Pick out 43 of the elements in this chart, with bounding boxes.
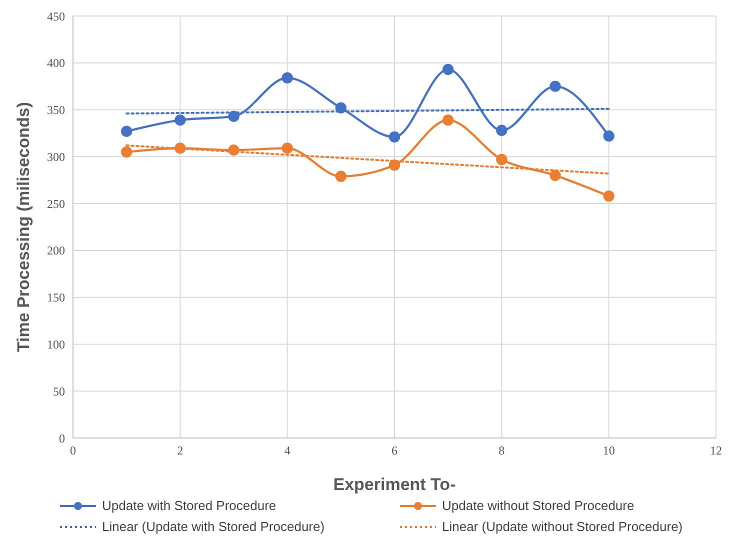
point (228, 144, 240, 156)
y-tick-label: 0 (59, 431, 65, 446)
point (388, 131, 400, 143)
point (442, 64, 454, 76)
x-tick-label: 12 (710, 444, 722, 458)
point (603, 190, 614, 202)
point (228, 110, 240, 122)
point (174, 142, 186, 154)
x-tick-label: 2 (177, 444, 184, 458)
point (388, 160, 400, 171)
point (603, 130, 614, 142)
point (496, 154, 508, 166)
y-tick-label: 250 (47, 196, 65, 211)
point (174, 114, 186, 126)
point (282, 72, 293, 84)
point (282, 142, 293, 154)
x-tick-label: 0 (70, 444, 76, 458)
point (120, 146, 132, 158)
x-axis-title: Experiment To- (333, 475, 456, 494)
y-tick-label: 100 (47, 337, 65, 352)
point (550, 80, 561, 92)
x-tick-label: 8 (498, 444, 505, 458)
point (550, 170, 561, 182)
point (335, 170, 347, 182)
y-axis-title: Time Processing (miliseconds) (14, 102, 34, 352)
legend-label: Linear (Update with Stored Procedure) (102, 519, 325, 534)
legend-label: Update with Stored Procedure (102, 498, 276, 513)
y-tick-label: 400 (47, 56, 65, 70)
y-tick-label: 200 (47, 244, 65, 258)
y-tick-label: 450 (47, 9, 65, 24)
legend-label: Update without Stored Procedure (442, 498, 634, 513)
y-tick-label: 350 (47, 103, 65, 118)
y-tick-label: 50 (53, 384, 65, 398)
point (442, 114, 454, 126)
point (335, 102, 347, 114)
legend-label: Linear (Update without Stored Procedure) (442, 519, 683, 534)
y-tick-label: 150 (47, 290, 65, 305)
y-tick-label: 300 (47, 150, 65, 164)
x-tick-label: 4 (284, 444, 290, 458)
x-tick-label: 6 (392, 444, 398, 458)
point (496, 124, 508, 136)
point (120, 126, 132, 137)
x-tick-label: 10 (602, 444, 615, 458)
